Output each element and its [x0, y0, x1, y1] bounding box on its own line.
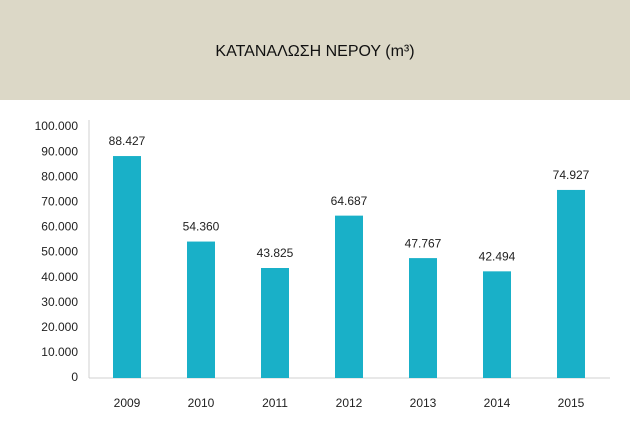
- y-tick-label: 50.000: [41, 245, 78, 259]
- bar: [335, 215, 363, 378]
- x-tick-label: 2009: [114, 396, 141, 410]
- x-tick-label: 2015: [558, 396, 585, 410]
- y-tick-label: 20.000: [41, 320, 78, 334]
- y-tick-label: 30.000: [41, 295, 78, 309]
- data-label: 54.360: [183, 220, 220, 234]
- data-label: 64.687: [331, 194, 368, 208]
- bar: [409, 258, 437, 378]
- data-label: 74.927: [553, 168, 590, 182]
- x-tick-label: 2013: [410, 396, 437, 410]
- bar: [483, 271, 511, 378]
- data-label: 42.494: [479, 250, 516, 264]
- bar: [113, 156, 141, 378]
- data-label: 43.825: [257, 246, 294, 260]
- x-tick-label: 2014: [484, 396, 511, 410]
- y-tick-label: 10.000: [41, 345, 78, 359]
- header-band: [0, 0, 630, 100]
- x-tick-label: 2010: [188, 396, 215, 410]
- y-tick-label: 70.000: [41, 194, 78, 208]
- y-tick-label: 40.000: [41, 270, 78, 284]
- bar: [187, 241, 215, 378]
- y-tick-label: 80.000: [41, 169, 78, 183]
- x-tick-label: 2011: [262, 396, 288, 410]
- y-tick-label: 100.000: [35, 119, 79, 133]
- data-label: 88.427: [109, 134, 146, 148]
- y-tick-label: 90.000: [41, 144, 78, 158]
- bar: [261, 267, 289, 378]
- x-tick-label: 2012: [336, 396, 363, 410]
- chart-title: ΚΑΤΑΝΑΛΩΣΗ ΝΕΡΟΥ (m³): [215, 43, 414, 60]
- y-tick-label: 60.000: [41, 220, 78, 234]
- bar: [557, 189, 585, 378]
- y-tick-label: 0: [71, 370, 78, 384]
- data-label: 47.767: [405, 236, 442, 250]
